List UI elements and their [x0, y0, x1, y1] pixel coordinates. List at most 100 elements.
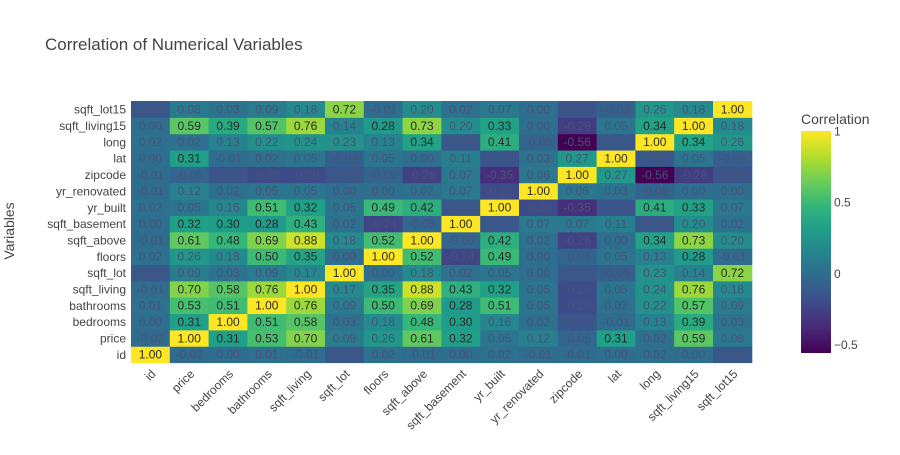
heatmap-cell	[674, 166, 714, 184]
heatmap-cell-label: 0.11	[605, 217, 628, 231]
heatmap-cell	[286, 215, 326, 233]
heatmap-cell-label: 0.88	[410, 282, 434, 296]
heatmap-cell	[286, 264, 326, 282]
heatmap-cell-label: 0.34	[643, 119, 667, 133]
heatmap-cell-label: -0.05	[447, 233, 475, 247]
heatmap-cell	[325, 101, 365, 118]
y-tick-label: sqft_living15	[59, 119, 126, 133]
heatmap-cell	[363, 313, 404, 331]
heatmap-cell	[557, 117, 598, 135]
heatmap-cell	[480, 264, 520, 282]
heatmap-cell	[208, 133, 248, 151]
heatmap-cell-label: 0.34	[643, 233, 667, 247]
heatmap-cell-label: 0.88	[294, 233, 318, 247]
heatmap-cell	[402, 297, 442, 315]
heatmap-cell	[557, 133, 598, 151]
heatmap-cell	[557, 264, 598, 282]
x-tick-label: yr_built	[470, 366, 508, 404]
heatmap-cell-label: 0.20	[682, 217, 706, 231]
heatmap-cell	[674, 199, 714, 216]
colorbar-tick-label: −0.5	[834, 338, 858, 352]
heatmap-cell	[169, 150, 210, 167]
heatmap-cell-label: 0.41	[488, 135, 512, 149]
heatmap-cell-label: 0.02	[604, 299, 628, 313]
heatmap-cell-label: 0.30	[216, 217, 240, 231]
heatmap-cell	[247, 150, 287, 167]
heatmap-cell-label: 0.31	[178, 315, 202, 329]
heatmap-cell	[286, 166, 326, 184]
heatmap-cell	[402, 133, 442, 151]
heatmap-cell	[441, 297, 481, 315]
heatmap-cell-label: 0.00	[527, 102, 551, 116]
y-tick-label: long	[103, 135, 126, 149]
heatmap-cell-label: 0.02	[721, 217, 745, 231]
heatmap-cell	[286, 199, 326, 216]
heatmap-cell	[131, 329, 171, 347]
heatmap-cell	[169, 329, 210, 347]
heatmap-cell	[480, 101, 520, 118]
y-tick-label: bedrooms	[73, 315, 126, 329]
heatmap-cell-label: 0.31	[216, 331, 240, 345]
heatmap-cell	[247, 248, 287, 265]
heatmap-cell-label: 0.69	[410, 299, 434, 313]
heatmap-cell	[169, 215, 210, 233]
heatmap-cell-label: -0.26	[408, 168, 436, 182]
heatmap-cell-label: 0.18	[721, 282, 745, 296]
heatmap-cell-label: 0.07	[488, 102, 512, 116]
heatmap-cell	[325, 329, 365, 347]
heatmap-cell	[480, 182, 520, 200]
heatmap-cell-label: -0.26	[564, 233, 592, 247]
heatmap-cell	[480, 297, 520, 315]
heatmap-cell-label: 0.13	[643, 315, 667, 329]
heatmap-cell	[402, 264, 442, 282]
heatmap-cell-label: -0.56	[641, 168, 669, 182]
heatmap-cell	[325, 150, 365, 167]
heatmap-cell	[247, 231, 287, 249]
heatmap-cell	[635, 166, 675, 184]
heatmap-cell-label: -0.01	[408, 348, 436, 362]
heatmap-cell-label: 0.09	[333, 331, 357, 345]
heatmap-cell-label: 0.00	[527, 119, 551, 133]
heatmap-cell-label: 0.03	[604, 184, 628, 198]
heatmap-cell	[480, 346, 520, 364]
heatmap-cell-label: 0.01	[139, 299, 163, 313]
heatmap-cell-label: 0.07	[449, 184, 473, 198]
heatmap-cell-label: 0.51	[255, 201, 279, 215]
heatmap-cell	[208, 297, 248, 315]
heatmap-cell-label: -0.06	[564, 250, 592, 264]
heatmap-cell-label: 1.00	[488, 201, 512, 215]
heatmap-cell	[519, 346, 559, 364]
heatmap-cell-label: 0.05	[604, 119, 628, 133]
heatmap-cell	[208, 264, 248, 282]
heatmap-cell	[402, 248, 442, 265]
heatmap-cell	[325, 264, 365, 282]
heatmap-cell-label: 0.18	[333, 233, 357, 247]
heatmap-cell	[208, 313, 248, 331]
heatmap-cell-label: 0.05	[333, 201, 357, 215]
heatmap-cell-label: 0.16	[216, 201, 240, 215]
heatmap-cell-label: 0.50	[372, 299, 396, 313]
y-tick-label: zipcode	[85, 168, 127, 182]
heatmap-cell	[635, 133, 675, 151]
heatmap-cell-label: 0.00	[139, 315, 163, 329]
heatmap-cell-label: 0.07	[527, 217, 551, 231]
heatmap-cell-label: 0.61	[178, 233, 202, 247]
heatmap-cell-label: 0.70	[294, 331, 318, 345]
heatmap-cell	[557, 313, 598, 331]
heatmap-cell-label: 0.02	[216, 184, 240, 198]
heatmap-cell-label: 0.57	[255, 119, 279, 133]
heatmap-cell-label: 0.05	[604, 282, 628, 296]
heatmap-cell	[674, 215, 714, 233]
heatmap-cell	[363, 264, 404, 282]
heatmap-cell	[441, 117, 481, 135]
heatmap-cell	[441, 199, 481, 216]
heatmap-cell-label: 0.11	[450, 152, 473, 166]
heatmap-cell-label: 0.02	[449, 102, 473, 116]
heatmap-cell-label: 0.18	[682, 102, 706, 116]
heatmap-cell-label: -0.15	[564, 315, 592, 329]
heatmap-cell-label: 0.24	[294, 135, 318, 149]
colorbar-tick-label: 0	[834, 267, 841, 281]
chart-title: Correlation of Numerical Variables	[45, 35, 303, 54]
heatmap-cell	[325, 199, 365, 216]
